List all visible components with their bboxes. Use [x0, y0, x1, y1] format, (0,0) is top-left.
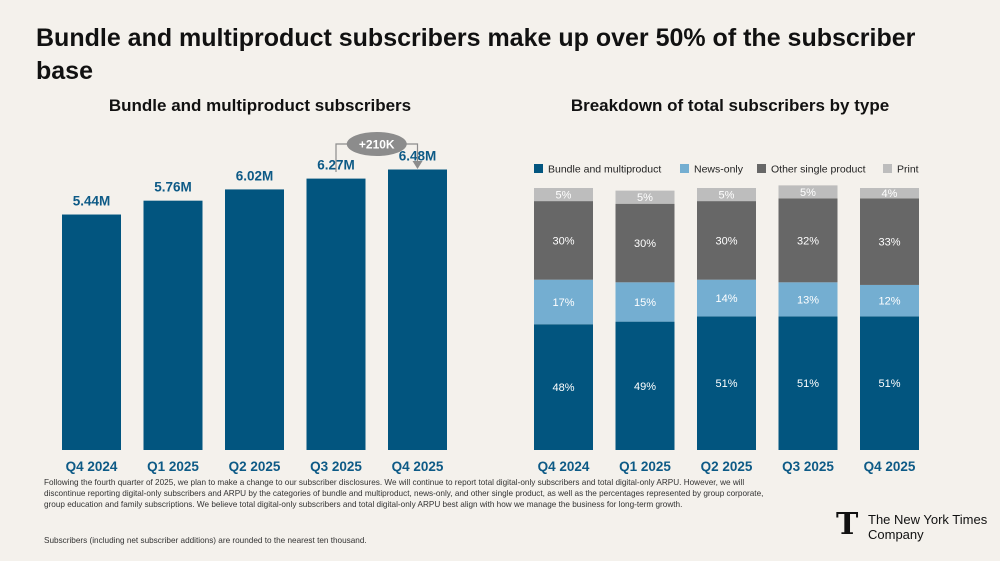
left-chart-title: Bundle and multiproduct subscribers [108, 96, 412, 115]
segment-2-3 [697, 188, 756, 202]
bar-0 [62, 214, 121, 450]
bar-4 [388, 169, 447, 450]
bar-value-label-2: 6.02M [236, 168, 274, 183]
stacked-x-tick-label-3: Q3 2025 [782, 459, 834, 474]
stacked-x-tick-label-1: Q1 2025 [619, 459, 671, 474]
segment-4-1 [860, 284, 919, 317]
annotation-arrow-icon [412, 161, 423, 169]
legend-label-3: Print [897, 164, 919, 176]
segment-label-2-3: 5% [719, 190, 735, 202]
segment-1-0 [615, 321, 675, 450]
segment-label-3-1: 13% [797, 294, 819, 306]
legend-label-1: News-only [694, 164, 744, 176]
segment-label-0-0: 48% [552, 382, 574, 394]
right-chart-title: Breakdown of total subscribers by type [570, 96, 890, 115]
segment-2-1 [697, 279, 756, 317]
segment-4-2 [860, 198, 919, 285]
segment-label-1-0: 49% [634, 381, 656, 393]
segment-0-2 [534, 201, 593, 280]
stacked-x-tick-label-2: Q2 2025 [701, 459, 753, 474]
segment-label-4-1: 12% [878, 296, 900, 308]
segment-label-1-2: 30% [634, 238, 656, 250]
segment-label-4-3: 4% [882, 188, 898, 200]
nyt-t-logo-icon: T [836, 507, 859, 542]
segment-2-0 [697, 316, 756, 450]
segment-1-2 [615, 203, 675, 283]
bar-1 [143, 200, 203, 450]
legend-swatch-0 [534, 164, 543, 173]
x-tick-label-1: Q1 2025 [147, 459, 199, 474]
bar-value-label-1: 5.76M [154, 180, 192, 195]
annotation-label: +210K [359, 138, 395, 152]
segment-3-1 [778, 282, 838, 317]
segment-4-0 [860, 316, 919, 450]
segment-label-4-2: 33% [878, 237, 900, 249]
segment-0-3 [534, 188, 593, 202]
x-tick-label-2: Q2 2025 [229, 459, 281, 474]
logo-line-2: Company [868, 527, 924, 542]
x-tick-label-4: Q4 2025 [392, 459, 444, 474]
segment-label-1-1: 15% [634, 297, 656, 309]
legend-label-2: Other single product [771, 164, 866, 176]
annotation-bubble [346, 132, 407, 156]
stacked-x-tick-label-4: Q4 2025 [864, 459, 916, 474]
bar-3 [306, 178, 366, 450]
segment-label-0-1: 17% [552, 297, 574, 309]
segment-label-2-2: 30% [715, 235, 737, 247]
slide-title: Bundle and multiproduct subscribers make… [36, 24, 916, 85]
footnote: Following the fourth quarter of 2025, we… [44, 478, 764, 510]
segment-label-0-3: 5% [556, 190, 572, 202]
segment-label-3-2: 32% [797, 235, 819, 247]
bar-2 [225, 189, 284, 451]
segment-label-2-1: 14% [715, 293, 737, 305]
segment-label-4-0: 51% [878, 378, 900, 390]
bar-value-label-0: 5.44M [73, 194, 111, 209]
segment-0-0 [534, 324, 593, 450]
segment-3-0 [778, 316, 838, 450]
segment-label-2-0: 51% [715, 378, 737, 390]
segment-label-1-3: 5% [637, 192, 653, 204]
segment-label-3-0: 51% [797, 378, 819, 390]
segment-1-1 [615, 282, 675, 322]
segment-label-0-2: 30% [552, 235, 574, 247]
segment-3-3 [778, 185, 838, 199]
segment-4-3 [860, 188, 919, 199]
logo-text: The New York Times Company [868, 512, 987, 542]
company-logo: T The New York Times Company [836, 510, 996, 546]
legend-label-0: Bundle and multiproduct [548, 164, 661, 176]
segment-1-3 [615, 190, 675, 204]
stacked-x-tick-label-0: Q4 2024 [538, 459, 590, 474]
rounding-note: Subscribers (including net subscriber ad… [44, 536, 367, 545]
legend-swatch-2 [757, 164, 766, 173]
segment-3-2 [778, 198, 838, 283]
x-tick-label-3: Q3 2025 [310, 459, 362, 474]
segment-label-3-3: 5% [800, 187, 816, 199]
x-tick-label-0: Q4 2024 [66, 459, 118, 474]
segment-2-2 [697, 201, 756, 280]
segment-0-1 [534, 279, 593, 325]
logo-line-1: The New York Times [868, 512, 988, 527]
legend-swatch-1 [680, 164, 689, 173]
legend-swatch-3 [883, 164, 892, 173]
